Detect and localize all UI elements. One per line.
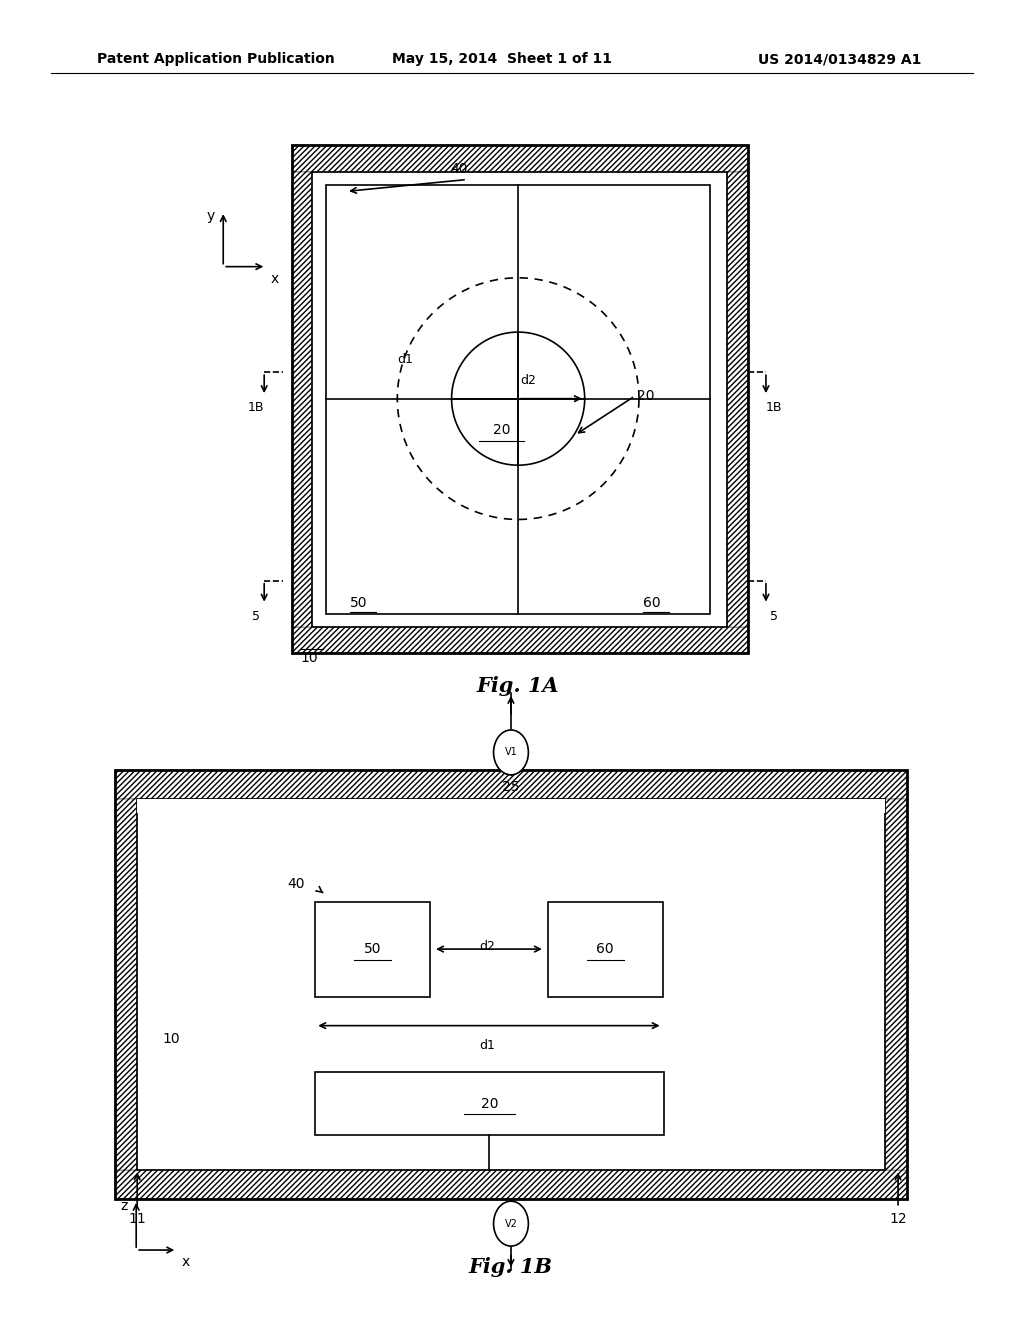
Bar [115,799,137,1170]
Text: y: y [207,210,215,223]
Bar [115,770,907,1199]
Text: V2: V2 [505,1218,517,1229]
Text: 20: 20 [637,389,654,403]
Text: d2: d2 [520,374,537,387]
Bar [885,799,907,1170]
Text: V1: V1 [505,747,517,758]
Text: d2: d2 [479,940,496,953]
Bar [115,799,137,1170]
Text: 60: 60 [596,942,614,956]
Text: Fig. 1A: Fig. 1A [477,676,559,696]
Circle shape [494,730,528,775]
Text: 60: 60 [643,595,660,610]
Text: 50: 50 [364,942,382,956]
Text: 10: 10 [163,1032,180,1045]
Bar [315,1072,664,1135]
Text: d1: d1 [397,352,414,366]
Text: 1B: 1B [766,401,782,414]
Text: 40: 40 [288,878,305,891]
Text: 12: 12 [889,1212,907,1226]
Text: x: x [181,1255,189,1270]
Bar [312,172,727,627]
Bar [315,902,430,997]
Bar [292,145,748,172]
Bar [326,185,710,614]
Text: Patent Application Publication: Patent Application Publication [97,53,335,66]
Text: 11: 11 [128,1212,146,1226]
Text: 40: 40 [451,161,468,176]
Text: 50: 50 [350,595,368,610]
Bar [137,799,885,1170]
Text: US 2014/0134829 A1: US 2014/0134829 A1 [758,53,922,66]
Bar [312,172,727,627]
Text: d1: d1 [479,1039,496,1052]
Text: May 15, 2014  Sheet 1 of 11: May 15, 2014 Sheet 1 of 11 [392,53,611,66]
Text: Fig. 1B: Fig. 1B [469,1257,553,1276]
Bar [292,172,312,627]
Text: 20: 20 [493,424,511,437]
Text: 10: 10 [300,651,317,665]
Bar [115,1170,907,1199]
Bar [115,770,907,799]
Text: z: z [121,1200,128,1213]
Bar [292,627,748,653]
Bar [727,172,748,627]
Circle shape [494,1201,528,1246]
Text: 5: 5 [252,610,260,623]
Text: 25: 25 [502,780,520,793]
Bar [292,145,748,172]
Bar [548,902,663,997]
Bar [885,799,907,1170]
Text: 5: 5 [770,610,778,623]
Bar [115,1170,907,1199]
Bar [292,172,312,627]
Bar [115,770,907,799]
Bar [292,145,748,653]
Bar [137,799,885,1170]
Bar [727,172,748,627]
Bar [292,627,748,653]
Text: 1B: 1B [248,401,264,414]
Bar [137,799,885,813]
Text: x: x [270,272,279,286]
Text: 20: 20 [480,1097,499,1110]
